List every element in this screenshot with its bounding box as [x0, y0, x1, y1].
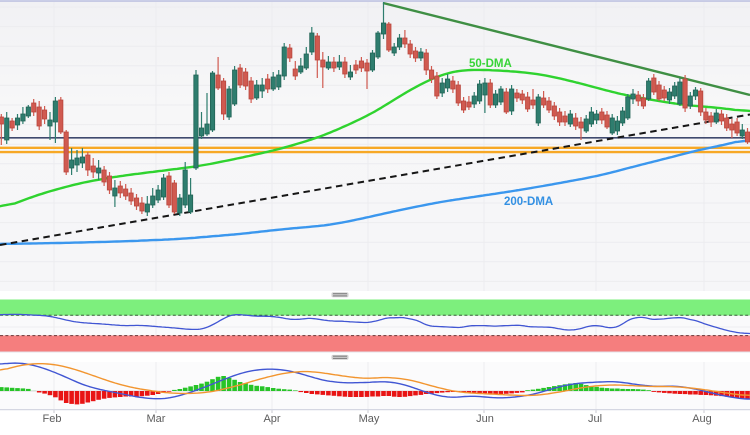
svg-text:50-DMA: 50-DMA — [469, 58, 512, 70]
svg-text:Jun: Jun — [476, 413, 494, 425]
svg-text:Mar: Mar — [147, 413, 166, 425]
svg-text:May: May — [359, 413, 380, 425]
svg-text:Jul: Jul — [588, 413, 602, 425]
svg-text:200-DMA: 200-DMA — [504, 196, 553, 208]
svg-text:Aug: Aug — [692, 413, 712, 425]
svg-text:Feb: Feb — [43, 413, 62, 425]
svg-text:Apr: Apr — [263, 413, 280, 425]
